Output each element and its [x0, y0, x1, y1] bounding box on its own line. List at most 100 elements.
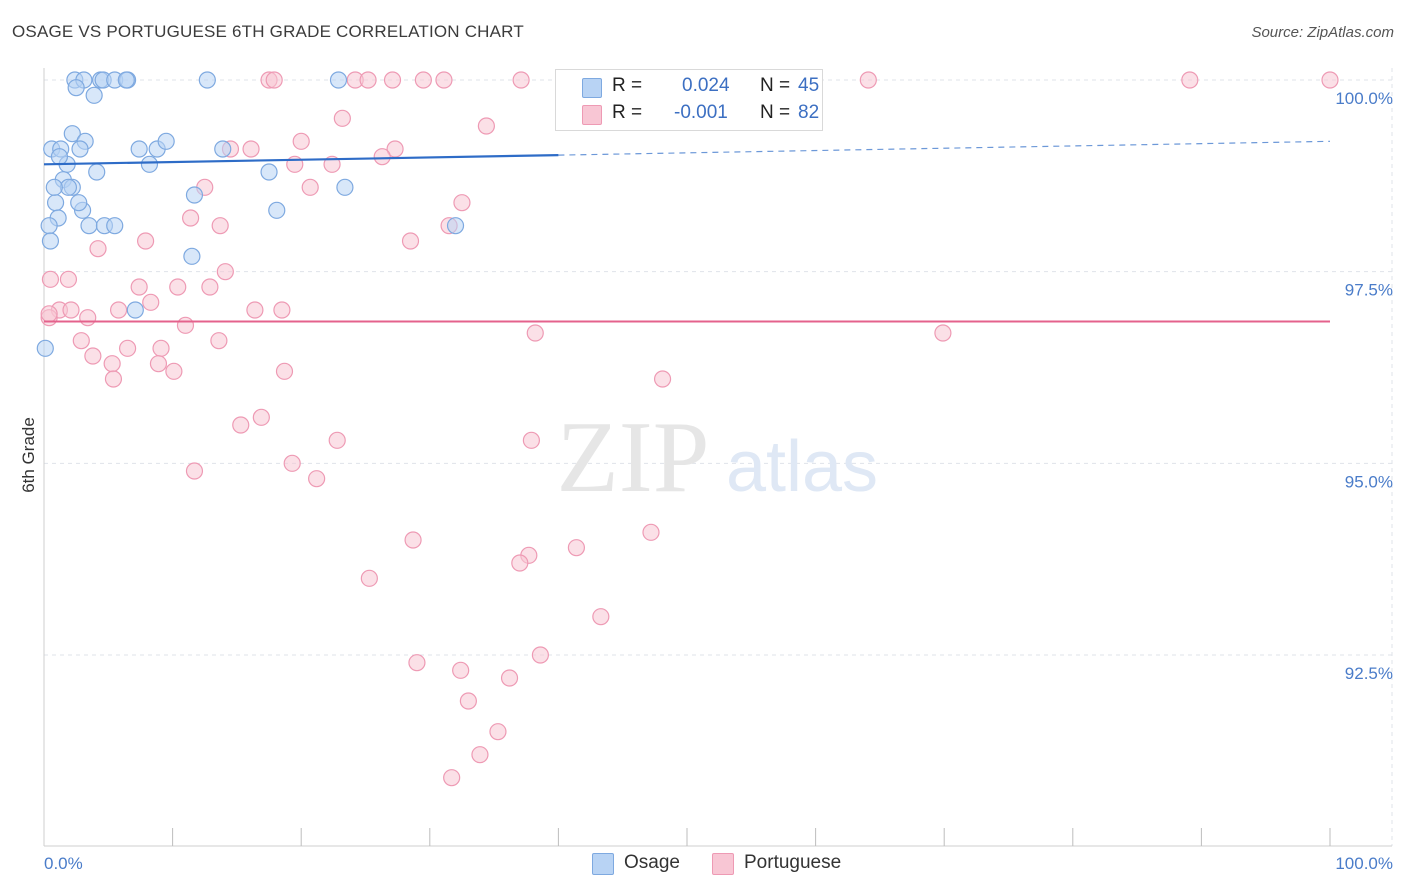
y-tick-label: 100.0%	[1335, 89, 1393, 108]
portuguese-point	[210, 332, 228, 350]
portuguese-point	[308, 470, 326, 488]
watermark-zip: ZIP	[557, 401, 710, 514]
osage-point	[183, 247, 201, 265]
osage-n-value: 45	[798, 75, 820, 96]
watermark-atlas: atlas	[726, 427, 878, 507]
portuguese-point	[275, 362, 294, 380]
osage-point	[67, 79, 85, 97]
portuguese-point	[360, 569, 378, 587]
portuguese-point	[489, 723, 507, 741]
osage-point	[126, 301, 144, 319]
portuguese-point	[265, 71, 283, 89]
osage-trend-extension	[558, 140, 1331, 156]
portuguese-point	[859, 71, 877, 89]
osage-point	[36, 339, 54, 357]
osage-legend-swatch	[592, 853, 614, 875]
portuguese-point	[459, 692, 477, 710]
portuguese-point	[84, 347, 102, 365]
portuguese-r-value: -0.001	[674, 102, 728, 123]
portuguese-point	[41, 270, 60, 288]
osage-swatch	[582, 78, 602, 98]
portuguese-point	[130, 278, 148, 296]
portuguese-point	[934, 324, 952, 342]
osage-points	[36, 71, 465, 357]
portuguese-point	[62, 301, 80, 319]
portuguese-point	[246, 301, 264, 319]
portuguese-point	[452, 661, 470, 679]
osage-legend-label: Osage	[624, 852, 680, 873]
osage-point	[268, 201, 286, 219]
portuguese-point	[242, 140, 260, 158]
portuguese-point	[283, 454, 301, 472]
portuguese-point	[531, 646, 549, 664]
x-tick-label-max: 100.0%	[1335, 854, 1393, 873]
osage-point	[63, 125, 81, 143]
portuguese-point	[169, 278, 187, 296]
portuguese-point	[103, 355, 121, 373]
portuguese-point	[201, 278, 219, 296]
osage-point	[88, 163, 106, 181]
portuguese-legend-label: Portuguese	[744, 852, 842, 873]
osage-trend-line	[43, 154, 559, 166]
portuguese-point	[176, 316, 195, 334]
portuguese-point	[512, 71, 530, 89]
source-label: Source: ZipAtlas.com	[1251, 24, 1394, 41]
portuguese-point	[567, 539, 586, 557]
portuguese-point	[273, 301, 291, 319]
osage-point	[70, 194, 88, 212]
portuguese-point	[182, 209, 200, 227]
n-label: N =	[760, 102, 791, 123]
chart-title: OSAGE VS PORTUGUESE 6TH GRADE CORRELATIO…	[12, 22, 524, 41]
osage-point	[50, 148, 69, 166]
stats-legend: R = 0.024 N = 45 R = -0.001 N = 82	[555, 69, 823, 131]
osage-point	[71, 140, 89, 158]
portuguese-point	[79, 309, 97, 327]
osage-point	[260, 163, 278, 181]
portuguese-point	[1321, 71, 1339, 89]
portuguese-point	[359, 71, 377, 89]
n-label: N =	[760, 75, 791, 96]
portuguese-point	[414, 71, 432, 89]
portuguese-point	[72, 332, 90, 350]
portuguese-point	[642, 523, 660, 541]
portuguese-point	[592, 608, 610, 626]
portuguese-point	[500, 669, 519, 687]
osage-point	[214, 140, 232, 158]
portuguese-point	[232, 416, 250, 434]
axis-ticks: 100.0% 97.5% 95.0% 92.5% 0.0% 100.0%	[44, 89, 1393, 873]
portuguese-point	[104, 370, 123, 388]
portuguese-point	[211, 217, 229, 235]
trend-lines	[43, 140, 1331, 323]
osage-point	[40, 217, 58, 235]
portuguese-point	[408, 654, 426, 672]
portuguese-point	[383, 71, 402, 89]
portuguese-point	[185, 462, 204, 480]
osage-point	[106, 217, 124, 235]
portuguese-point	[443, 769, 461, 787]
portuguese-point	[522, 431, 540, 449]
portuguese-point	[401, 232, 420, 250]
portuguese-point	[511, 554, 529, 572]
r-label: R =	[612, 75, 643, 96]
portuguese-point	[477, 117, 495, 135]
portuguese-point	[301, 178, 319, 196]
portuguese-point	[165, 362, 183, 380]
osage-point	[140, 155, 159, 173]
osage-point	[117, 71, 135, 89]
portuguese-point	[216, 263, 234, 281]
portuguese-legend-swatch	[712, 853, 734, 875]
portuguese-point	[152, 339, 170, 357]
r-label: R =	[612, 102, 643, 123]
osage-r-value: 0.024	[682, 75, 730, 96]
portuguese-point	[252, 408, 270, 426]
osage-point	[329, 71, 348, 89]
watermark: ZIP atlas	[557, 401, 879, 514]
portuguese-points	[40, 71, 1339, 787]
portuguese-point	[136, 232, 155, 250]
osage-point	[130, 140, 148, 158]
osage-point	[198, 71, 216, 89]
portuguese-point	[453, 194, 471, 212]
gridlines	[44, 68, 1393, 846]
portuguese-point	[373, 148, 391, 166]
